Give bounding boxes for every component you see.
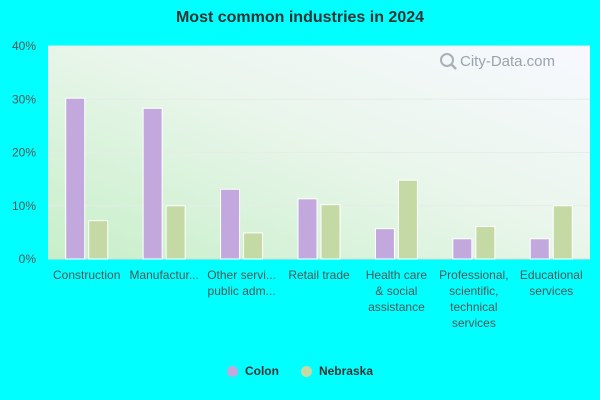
bar-colon[interactable] <box>452 238 473 260</box>
y-tick-label: 30% <box>12 92 36 106</box>
bar-nebraska[interactable] <box>320 204 341 260</box>
bar-nebraska[interactable] <box>243 232 264 260</box>
watermark-text: City-Data.com <box>460 53 555 70</box>
y-tick-label: 20% <box>12 146 36 160</box>
bar-nebraska[interactable] <box>88 220 109 260</box>
legend-label: Nebraska <box>318 364 374 378</box>
bar-chart: 0% 10% 20% 30% 40% Construction Manufactur...… <box>12 39 590 330</box>
legend: Colon Nebraska <box>0 364 600 378</box>
x-category-label: Construction <box>53 268 120 282</box>
legend-label: Colon <box>244 364 279 378</box>
x-category-label: Manufactur... <box>129 268 198 282</box>
x-category-label: Health care & social assistance <box>366 268 428 314</box>
y-tick-label: 10% <box>12 199 36 213</box>
watermark: City-Data.com <box>440 53 555 70</box>
bar-colon[interactable] <box>65 97 86 260</box>
chart-title: Most common industries in 2024 <box>175 9 425 26</box>
x-category-label: Retail trade <box>288 268 350 282</box>
bar-colon[interactable] <box>142 107 163 260</box>
legend-swatch <box>300 365 312 377</box>
y-tick-label: 0% <box>19 252 37 266</box>
bar-colon[interactable] <box>220 188 241 260</box>
x-category-label: Professional, scientific, technical service… <box>439 268 508 330</box>
bar-colon[interactable] <box>297 198 318 260</box>
magnifier-icon <box>440 53 457 70</box>
bar-nebraska[interactable] <box>552 205 573 260</box>
x-category-label: Educational services <box>520 268 583 298</box>
y-tick-label: 40% <box>12 39 36 53</box>
legend-item-nebraska: Nebraska <box>300 364 374 378</box>
bar-nebraska[interactable] <box>475 226 496 260</box>
bar-nebraska[interactable] <box>165 205 186 260</box>
bar-colon[interactable] <box>529 238 550 260</box>
legend-item-colon: Colon <box>226 364 279 378</box>
legend-swatch <box>226 365 238 377</box>
x-category-label: Other servi... public adm... <box>207 268 276 298</box>
bar-nebraska[interactable] <box>397 179 418 260</box>
bar-colon[interactable] <box>374 228 395 260</box>
